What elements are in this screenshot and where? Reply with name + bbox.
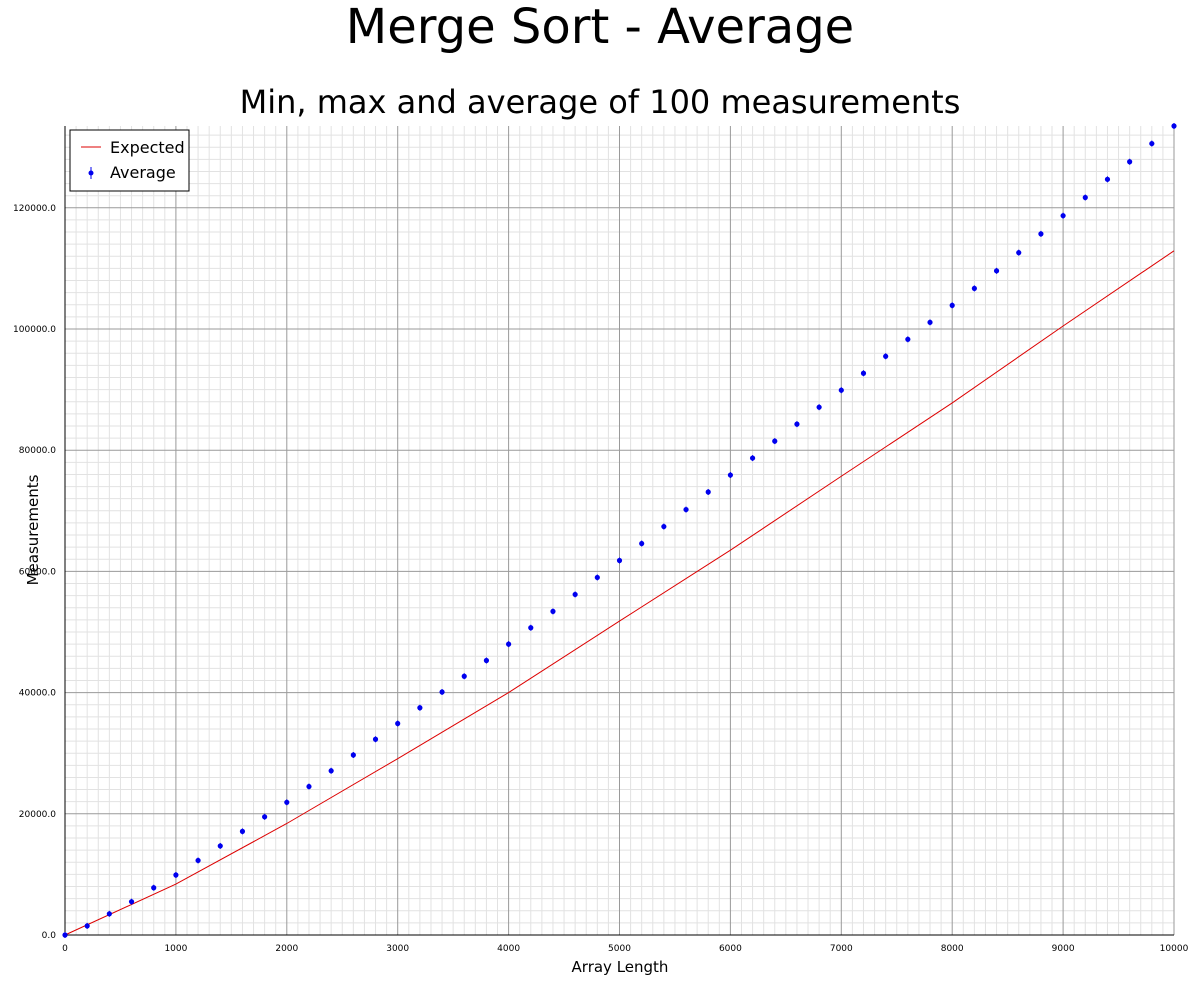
x-tick-label: 1000: [164, 944, 187, 954]
legend-expected-label: Expected: [110, 138, 185, 157]
legend: Expected Average: [69, 129, 190, 192]
average-point: [1016, 250, 1022, 256]
chart-title: Merge Sort - Average: [346, 0, 854, 55]
average-point: [661, 523, 667, 530]
average-point: [749, 455, 756, 461]
chart-subtitle: Min, max and average of 100 measurements: [240, 83, 961, 121]
average-point: [284, 799, 290, 805]
average-point: [395, 720, 401, 727]
legend-average-marker: [88, 167, 94, 179]
average-point: [506, 641, 512, 647]
average-point: [838, 387, 844, 393]
average-point: [1127, 159, 1133, 165]
average-point: [1149, 140, 1155, 147]
average-point: [550, 608, 556, 615]
series-layer: [62, 123, 1177, 938]
average-point: [1082, 194, 1088, 201]
average-point: [594, 574, 600, 581]
average-point: [306, 783, 312, 790]
x-tick-label: 9000: [1052, 944, 1075, 954]
average-point: [683, 506, 689, 513]
series-line-expected: [64, 250, 1175, 936]
legend-average-label: Average: [110, 163, 176, 182]
average-point: [971, 285, 977, 292]
y-tick-label: 80000.0: [19, 446, 56, 456]
average-point: [772, 438, 778, 444]
x-tick-label: 5000: [608, 944, 631, 954]
x-tick-label: 0: [62, 944, 68, 954]
average-point: [106, 911, 112, 917]
average-point: [1060, 213, 1066, 219]
x-tick-labels: 0 1000 2000 3000 4000 5000 6000 7000 8000 9000 100…: [62, 944, 1188, 954]
average-point: [195, 857, 201, 864]
legend-box: [69, 129, 190, 192]
x-tick-label: 6000: [719, 944, 742, 954]
average-point: [883, 353, 889, 359]
x-tick-label: 10000: [1160, 944, 1189, 954]
average-point: [794, 421, 800, 427]
average-point: [328, 768, 334, 774]
average-point: [173, 872, 179, 878]
x-tick-label: 3000: [386, 944, 409, 954]
x-axis-label: Array Length: [572, 958, 669, 976]
average-point: [151, 885, 157, 891]
y-tick-label: 20000.0: [19, 810, 56, 820]
average-point: [816, 404, 822, 410]
average-point: [927, 319, 933, 325]
y-tick-label: 60000.0: [19, 567, 56, 577]
average-point: [217, 843, 223, 849]
average-point: [372, 736, 379, 742]
average-point: [1171, 123, 1177, 129]
average-point: [239, 828, 246, 834]
average-point: [1104, 176, 1111, 182]
x-tick-label: 4000: [497, 944, 520, 954]
axes: [64, 126, 1174, 936]
average-point: [350, 752, 356, 758]
average-point: [528, 625, 534, 631]
y-tick-label: 120000.0: [13, 204, 56, 214]
average-point: [439, 689, 445, 695]
y-tick-label: 0.0: [42, 931, 57, 941]
y-axis-label: Measurements: [24, 474, 42, 585]
average-point: [262, 814, 268, 820]
x-tick-label: 2000: [275, 944, 298, 954]
average-point: [62, 932, 68, 938]
average-point: [860, 370, 867, 376]
average-point: [905, 336, 911, 342]
average-point: [483, 657, 490, 664]
average-point: [639, 540, 645, 547]
legend-average-dot: [88, 170, 94, 176]
average-point: [1038, 231, 1044, 237]
average-point: [727, 472, 734, 478]
x-tick-label: 7000: [830, 944, 853, 954]
average-point: [461, 673, 467, 679]
average-point: [949, 302, 955, 308]
y-tick-label: 100000.0: [13, 325, 56, 335]
y-tick-labels: 0.0 20000.0 40000.0 60000.0 80000.0 100000.0 1…: [13, 204, 56, 941]
average-point: [128, 899, 135, 905]
average-point: [84, 923, 90, 929]
average-point: [417, 705, 423, 711]
y-tick-label: 40000.0: [19, 689, 56, 699]
average-point: [705, 489, 711, 495]
x-tick-label: 8000: [941, 944, 964, 954]
average-point: [993, 268, 1000, 274]
average-point: [572, 591, 578, 598]
average-point: [616, 557, 623, 564]
